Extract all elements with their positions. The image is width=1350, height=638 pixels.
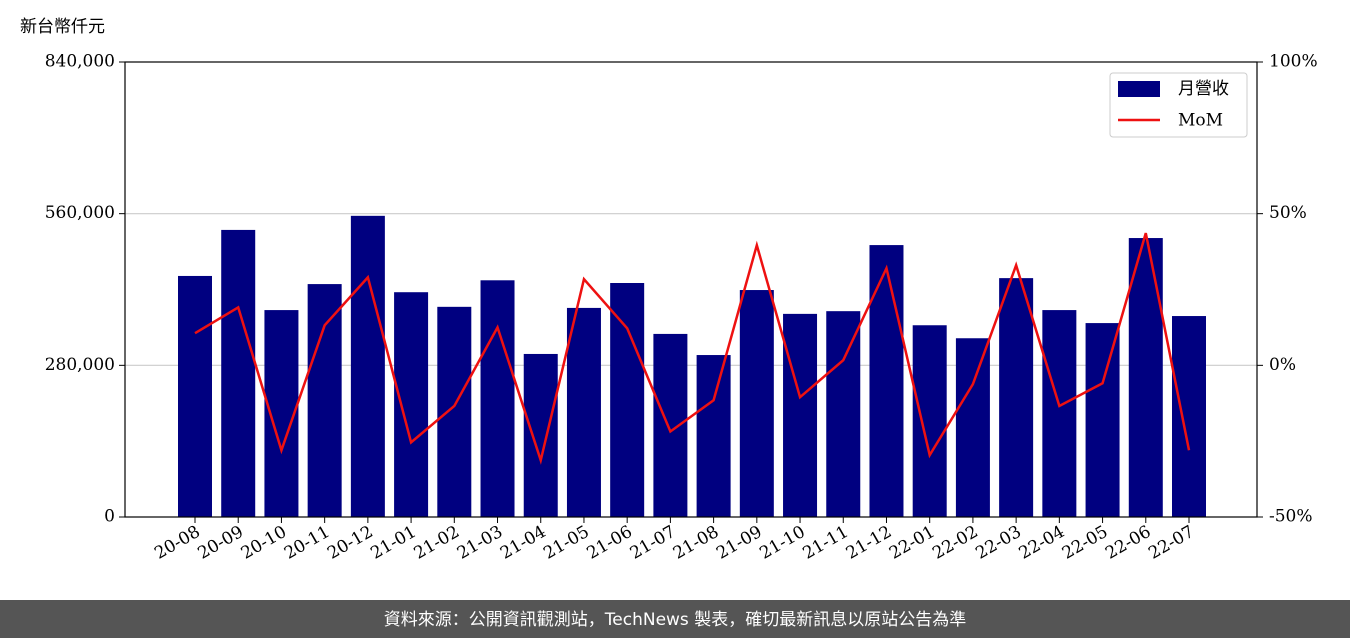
- y2-tick-label: 50%: [1269, 203, 1307, 223]
- y2-tick-label: -50%: [1269, 507, 1313, 527]
- bar: [869, 245, 904, 518]
- y-tick-label: 840,000: [45, 52, 115, 72]
- y2-tick-label: 0%: [1269, 355, 1296, 375]
- bar: [350, 215, 385, 518]
- y-tick-label: 0: [104, 507, 115, 527]
- x-tick-label: 21-01: [367, 522, 419, 564]
- x-tick-label: 22-03: [972, 522, 1024, 564]
- bar: [1085, 323, 1120, 517]
- bar: [1128, 238, 1163, 517]
- x-tick-label: 21-10: [756, 522, 808, 564]
- x-tick-label: 21-09: [713, 522, 765, 564]
- x-tick-label: 22-02: [929, 522, 981, 564]
- x-tick-label: 22-04: [1016, 522, 1068, 564]
- bar: [307, 284, 342, 517]
- x-tick-label: 22-01: [886, 522, 938, 564]
- x-tick-label: 21-12: [843, 522, 895, 564]
- y-axis-label: 新台幣仟元: [20, 17, 105, 37]
- x-tick-label: 20-11: [281, 522, 333, 564]
- x-tick-label: 22-07: [1145, 522, 1197, 564]
- y2-tick-label: 100%: [1269, 52, 1318, 72]
- bar: [394, 292, 429, 517]
- bar: [1042, 310, 1077, 517]
- bar: [178, 275, 212, 517]
- bar: [826, 311, 861, 517]
- bar: [955, 338, 990, 517]
- bar: [653, 333, 688, 517]
- bar: [912, 325, 947, 517]
- bar: [783, 313, 818, 517]
- mom-line: [194, 232, 1191, 465]
- legend-label: 月營收: [1178, 79, 1229, 99]
- y-tick-label: 560,000: [45, 203, 115, 223]
- bar: [696, 355, 731, 517]
- x-tick-label: 20-12: [324, 522, 376, 564]
- plot-frame: [124, 61, 1258, 518]
- bar: [480, 280, 515, 517]
- x-tick-label: 21-04: [497, 522, 549, 564]
- x-tick-label: 20-09: [195, 522, 247, 564]
- y-tick-label: 280,000: [45, 355, 115, 375]
- x-tick-label: 21-03: [454, 522, 506, 564]
- legend-swatch: [1118, 81, 1160, 97]
- x-tick-label: 22-06: [1102, 522, 1154, 564]
- bar: [1172, 316, 1206, 517]
- legend-label: MoM: [1178, 111, 1223, 131]
- footer-bar: [0, 600, 1350, 638]
- bar: [610, 283, 645, 517]
- x-tick-label: 20-08: [151, 522, 203, 564]
- x-tick-label: 22-05: [1059, 522, 1111, 564]
- x-tick-label: 21-05: [540, 522, 592, 564]
- bar: [739, 290, 774, 517]
- x-tick-label: 21-02: [411, 522, 463, 564]
- bar: [566, 307, 601, 517]
- x-tick-label: 21-11: [800, 522, 852, 564]
- x-tick-label: 21-08: [670, 522, 722, 564]
- bar: [523, 353, 558, 517]
- bar: [999, 278, 1034, 517]
- x-tick-label: 20-10: [238, 522, 290, 564]
- x-tick-label: 21-06: [583, 522, 635, 564]
- footer-text: 資料來源：公開資訊觀測站，TechNews 製表，確切最新訊息以原站公告為準: [384, 610, 966, 630]
- bar: [437, 306, 472, 517]
- bar: [221, 229, 256, 517]
- x-tick-label: 21-07: [627, 522, 679, 564]
